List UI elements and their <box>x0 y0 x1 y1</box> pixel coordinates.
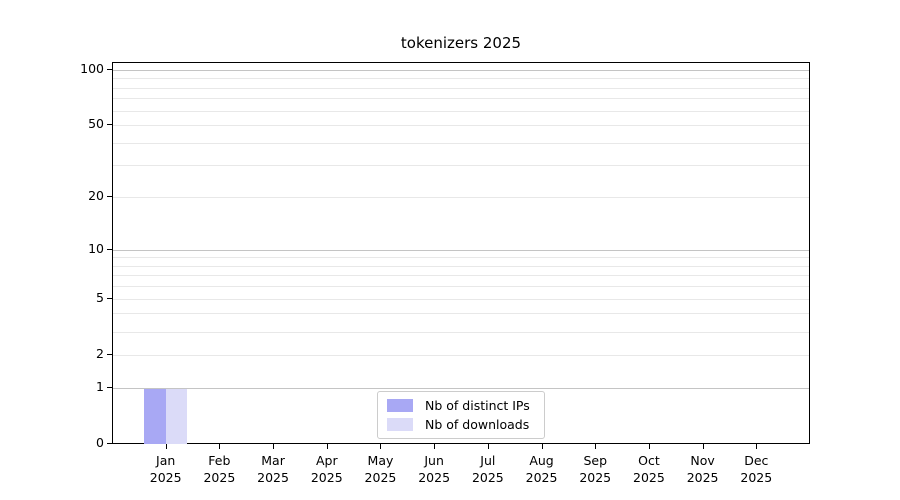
x-tick-label: Apr 2025 <box>293 452 361 486</box>
y-tick-label: 5 <box>96 289 104 305</box>
x-tick-mark <box>434 444 436 449</box>
x-tick-year: 2025 <box>418 470 451 485</box>
legend-swatch-downloads-icon <box>387 418 413 431</box>
y-tick-mark <box>107 68 112 70</box>
gridline-minor <box>113 331 809 333</box>
x-tick-year: 2025 <box>310 470 343 485</box>
x-tick-label: May 2025 <box>346 452 414 486</box>
x-tick-label: Jul 2025 <box>454 452 522 486</box>
x-tick-month: Aug <box>529 453 554 468</box>
y-tick-label: 100 <box>80 60 104 76</box>
gridline-minor <box>113 98 809 100</box>
y-tick-label: 20 <box>88 188 104 204</box>
legend-label-distinct-ips: Nb of distinct IPs <box>425 398 530 413</box>
bar-distinct-ips <box>144 388 166 444</box>
y-tick-label: 2 <box>96 345 104 361</box>
y-tick-label: 1 <box>96 378 104 394</box>
gridline-minor <box>113 125 809 127</box>
x-tick-mark <box>380 444 382 449</box>
x-tick-label: Sep 2025 <box>561 452 629 486</box>
x-tick-mark <box>487 444 489 449</box>
gridline-minor <box>113 298 809 300</box>
x-tick-label: Nov 2025 <box>669 452 737 486</box>
y-tick-mark <box>107 443 112 444</box>
bar-downloads <box>165 388 188 444</box>
x-tick-month: Jan <box>156 453 176 468</box>
x-tick-label: Oct 2025 <box>615 452 683 486</box>
gridline-minor <box>113 286 809 288</box>
gridline-major <box>113 69 809 71</box>
legend-item-distinct-ips: Nb of distinct IPs <box>387 398 530 413</box>
x-tick-year: 2025 <box>257 470 289 485</box>
gridline-minor <box>113 87 809 89</box>
gridline-major <box>113 387 809 389</box>
y-tick-label: 0 <box>96 435 104 450</box>
x-tick-month: May <box>367 453 394 468</box>
x-tick-month: Nov <box>690 453 715 468</box>
x-tick-mark <box>541 444 543 449</box>
x-tick-mark <box>219 444 221 449</box>
x-tick-year: 2025 <box>364 470 397 485</box>
x-tick-year: 2025 <box>579 470 612 485</box>
x-tick-month: Jul <box>480 453 496 468</box>
gridline-minor <box>113 275 809 277</box>
x-tick-label: Jan 2025 <box>132 452 200 486</box>
x-tick-month: Dec <box>744 453 769 468</box>
gridline-minor <box>113 354 809 356</box>
x-tick-label: Dec 2025 <box>722 452 790 486</box>
x-tick-label: Aug 2025 <box>508 452 576 486</box>
x-tick-mark <box>648 444 650 449</box>
y-tick-mark <box>107 248 112 250</box>
y-tick-mark <box>107 196 112 198</box>
x-tick-month: Feb <box>208 453 231 468</box>
gridline-minor <box>113 78 809 80</box>
x-tick-mark <box>595 444 597 449</box>
x-tick-year: 2025 <box>203 470 236 485</box>
x-tick-year: 2025 <box>149 470 182 485</box>
x-tick-month: Apr <box>315 453 338 468</box>
gridline-minor <box>113 142 809 144</box>
gridline-minor <box>113 265 809 267</box>
y-tick-label: 10 <box>88 240 104 256</box>
x-tick-year: 2025 <box>740 470 773 485</box>
y-tick-mark <box>107 386 112 388</box>
x-tick-month: Oct <box>638 453 660 468</box>
x-tick-month: Sep <box>583 453 607 468</box>
x-tick-mark <box>702 444 704 449</box>
x-tick-label: Feb 2025 <box>185 452 253 486</box>
legend-swatch-distinct-ips-icon <box>387 399 413 412</box>
chart-title: tokenizers 2025 <box>400 34 522 52</box>
plot-area <box>112 62 810 444</box>
x-tick-year: 2025 <box>633 470 665 485</box>
gridline-minor <box>113 165 809 167</box>
gridline-major <box>113 249 809 251</box>
legend: Nb of distinct IPs Nb of downloads <box>377 391 545 439</box>
x-tick-year: 2025 <box>471 470 504 485</box>
x-tick-mark <box>326 444 328 449</box>
gridline-minor <box>113 257 809 259</box>
x-tick-month: Jun <box>424 453 444 468</box>
x-tick-month: Mar <box>261 453 285 468</box>
x-tick-label: Jun 2025 <box>400 452 468 486</box>
y-tick-label: 50 <box>88 116 104 132</box>
y-tick-mark <box>107 124 112 126</box>
legend-label-downloads: Nb of downloads <box>425 417 530 432</box>
legend-item-downloads: Nb of downloads <box>387 417 530 432</box>
x-tick-mark <box>165 444 167 449</box>
x-tick-mark <box>273 444 275 449</box>
x-tick-mark <box>756 444 758 449</box>
y-tick-mark <box>107 353 112 355</box>
gridline-minor <box>113 313 809 315</box>
gridline-minor <box>113 110 809 112</box>
y-tick-mark <box>107 297 112 299</box>
x-tick-label: Mar 2025 <box>239 452 307 486</box>
x-tick-year: 2025 <box>686 470 719 485</box>
gridline-minor <box>113 197 809 199</box>
x-tick-year: 2025 <box>525 470 558 485</box>
